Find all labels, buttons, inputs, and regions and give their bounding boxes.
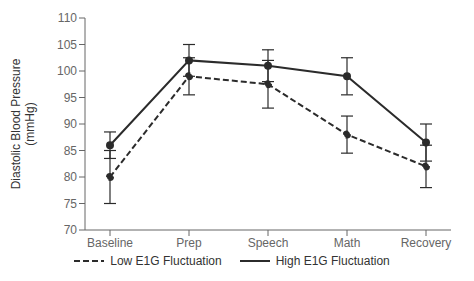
svg-text:75: 75 [64,197,78,211]
svg-text:95: 95 [64,91,78,105]
svg-text:Math: Math [334,236,361,250]
svg-text:85: 85 [64,144,78,158]
svg-text:Recovery: Recovery [401,236,452,250]
svg-text:70: 70 [64,223,78,237]
svg-text:105: 105 [57,38,77,52]
svg-text:Diastolic Blood Pressure(mmHg): Diastolic Blood Pressure(mmHg) [9,58,37,189]
svg-text:90: 90 [64,117,78,131]
svg-text:110: 110 [58,11,77,25]
svg-text:100: 100 [57,64,77,78]
svg-text:Speech: Speech [248,236,289,250]
svg-text:80: 80 [64,170,78,184]
svg-text:Baseline: Baseline [87,236,133,250]
html-text:High E1G Fluctuation: High E1G Fluctuation [275,254,390,268]
html-text:Low E1G Fluctuation: Low E1G Fluctuation [110,254,222,268]
svg-text:Prep: Prep [176,236,202,250]
